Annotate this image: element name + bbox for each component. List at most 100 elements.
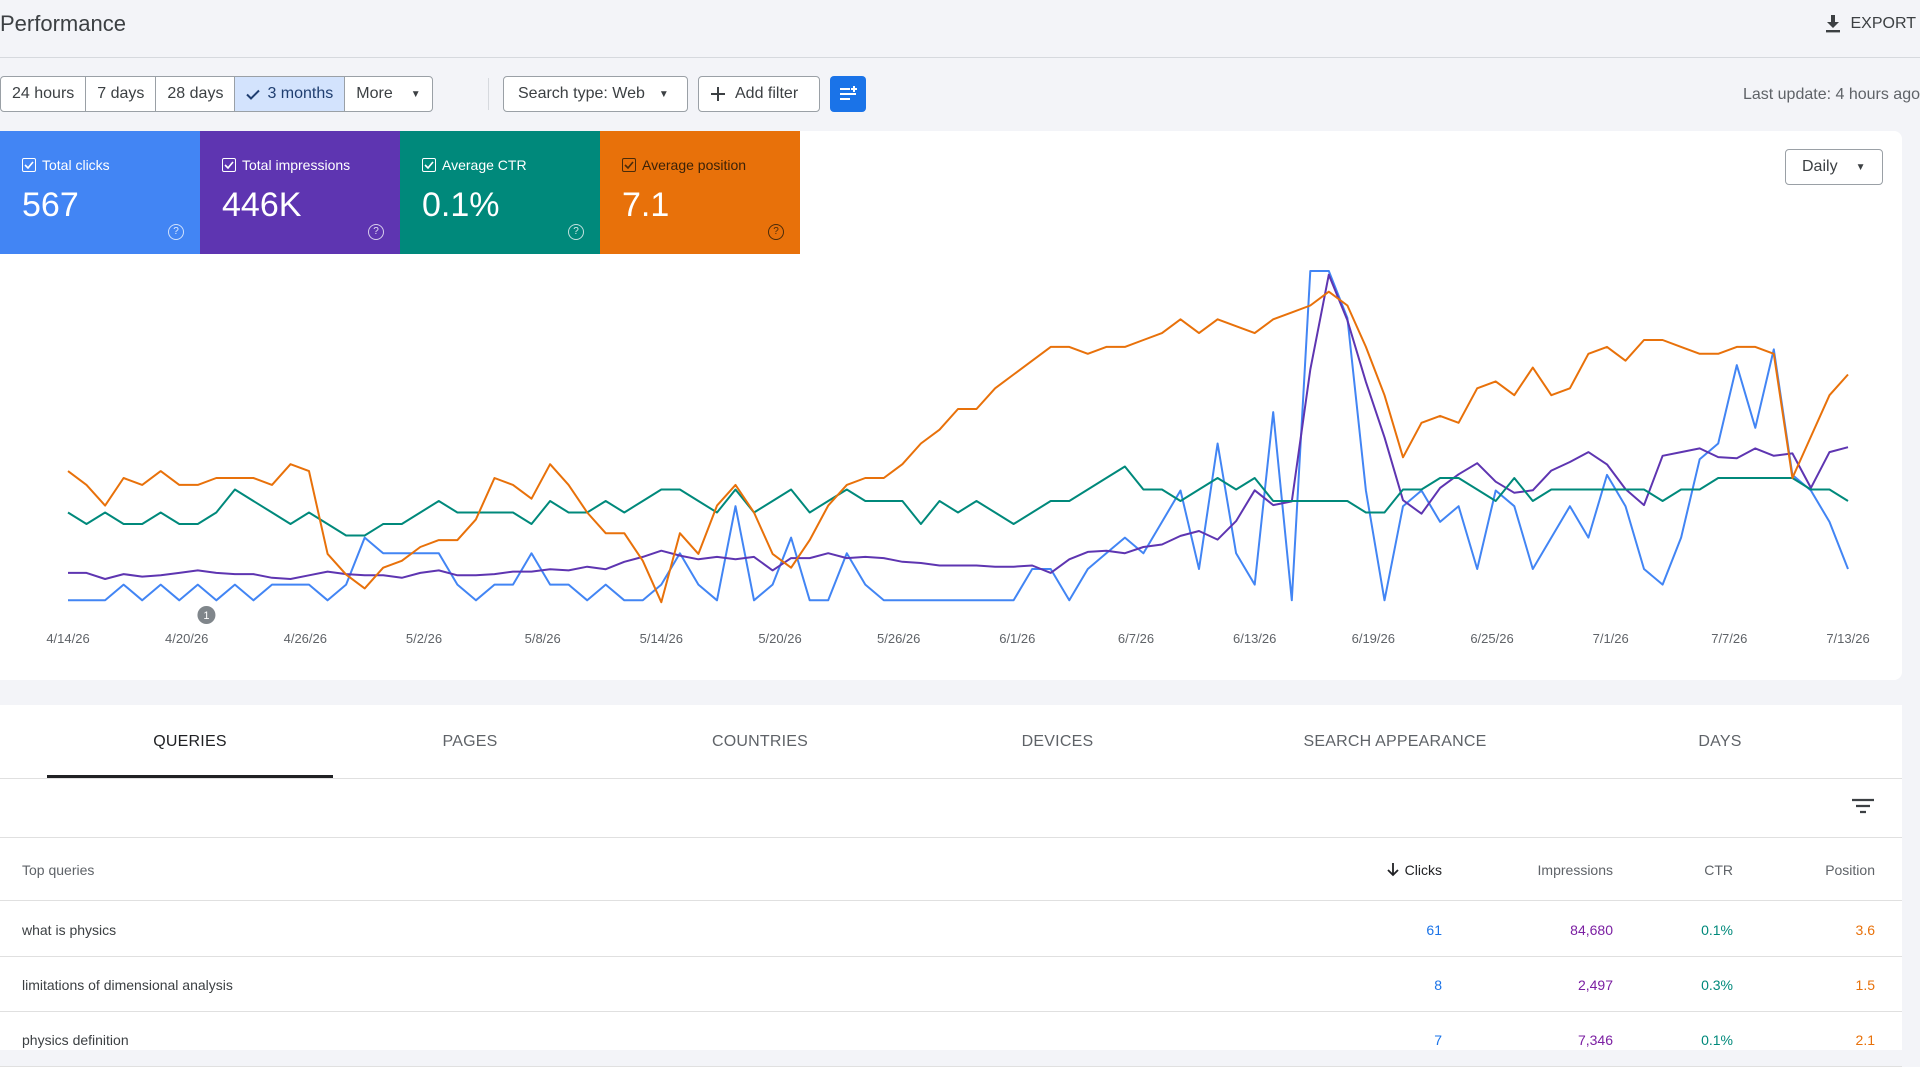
data-point[interactable] <box>398 557 406 565</box>
data-point[interactable] <box>1622 357 1630 365</box>
data-point[interactable] <box>769 497 777 505</box>
data-point[interactable] <box>1102 547 1110 555</box>
data-point[interactable] <box>1232 322 1240 330</box>
data-point[interactable] <box>509 568 517 576</box>
filter-icon[interactable] <box>1852 798 1874 814</box>
help-icon[interactable]: ? <box>368 224 384 240</box>
data-point[interactable] <box>1269 315 1277 323</box>
data-point[interactable] <box>1325 497 1333 505</box>
data-point[interactable] <box>1028 357 1036 365</box>
data-point[interactable] <box>917 520 925 528</box>
data-point[interactable] <box>880 474 888 482</box>
data-point[interactable] <box>1677 486 1685 494</box>
data-point[interactable] <box>1214 474 1222 482</box>
data-point[interactable] <box>175 520 183 528</box>
data-point[interactable] <box>1492 497 1500 505</box>
data-point[interactable] <box>750 596 758 604</box>
data-point[interactable] <box>101 575 109 583</box>
data-point[interactable] <box>1214 315 1222 323</box>
data-point[interactable] <box>379 564 387 572</box>
data-point[interactable] <box>361 584 369 592</box>
data-point[interactable] <box>1696 486 1704 494</box>
data-point[interactable] <box>528 495 536 503</box>
data-point[interactable] <box>1047 569 1055 577</box>
data-point[interactable] <box>64 596 72 604</box>
data-point[interactable] <box>1733 361 1741 369</box>
data-point[interactable] <box>1362 343 1370 351</box>
data-point[interactable] <box>101 596 109 604</box>
metric-total-clicks[interactable]: Total clicks 567 ? <box>0 131 200 254</box>
data-point[interactable] <box>991 596 999 604</box>
data-point[interactable] <box>954 596 962 604</box>
metric-total-impressions[interactable]: Total impressions 446K ? <box>200 131 400 254</box>
data-point[interactable] <box>917 440 925 448</box>
data-point[interactable] <box>138 481 146 489</box>
data-point[interactable] <box>194 581 202 589</box>
data-point[interactable] <box>1010 596 1018 604</box>
column-header-ctr[interactable]: CTR <box>1704 861 1733 878</box>
data-point[interactable] <box>1139 336 1147 344</box>
data-point[interactable] <box>1065 343 1073 351</box>
data-point[interactable] <box>231 570 239 578</box>
data-point[interactable] <box>528 520 536 528</box>
data-point[interactable] <box>824 502 832 510</box>
data-point[interactable] <box>249 570 257 578</box>
tab-queries[interactable]: QUERIES <box>153 733 227 750</box>
data-point[interactable] <box>1251 486 1259 494</box>
data-point[interactable] <box>1343 302 1351 310</box>
data-point[interactable] <box>416 543 424 551</box>
data-point[interactable] <box>861 497 869 505</box>
data-point[interactable] <box>1696 455 1704 463</box>
data-point[interactable] <box>769 566 777 574</box>
data-point[interactable] <box>324 596 332 604</box>
data-point[interactable] <box>806 536 814 544</box>
data-point[interactable] <box>509 509 517 517</box>
data-point[interactable] <box>583 509 591 517</box>
data-point[interactable] <box>1584 534 1592 542</box>
data-point[interactable] <box>1529 364 1537 372</box>
data-point[interactable] <box>620 596 628 604</box>
data-point[interactable] <box>1751 343 1759 351</box>
data-point[interactable] <box>1158 518 1166 526</box>
data-point[interactable] <box>1603 460 1611 468</box>
data-point[interactable] <box>1214 440 1222 448</box>
data-point[interactable] <box>1195 486 1203 494</box>
data-point[interactable] <box>1492 478 1500 486</box>
data-point[interactable] <box>1566 458 1574 466</box>
data-point[interactable] <box>1436 518 1444 526</box>
help-icon[interactable]: ? <box>768 224 784 240</box>
data-point[interactable] <box>1195 527 1203 535</box>
data-point[interactable] <box>973 596 981 604</box>
data-point[interactable] <box>1269 408 1277 416</box>
data-point[interactable] <box>194 520 202 528</box>
data-point[interactable] <box>1418 486 1426 494</box>
data-point[interactable] <box>1381 433 1389 441</box>
data-point[interactable] <box>1492 487 1500 495</box>
data-point[interactable] <box>324 520 332 528</box>
data-point[interactable] <box>1325 271 1333 279</box>
data-point[interactable] <box>546 581 554 589</box>
data-point[interactable] <box>175 596 183 604</box>
data-point[interactable] <box>1770 452 1778 460</box>
data-point[interactable] <box>1436 484 1444 492</box>
data-point[interactable] <box>1751 444 1759 452</box>
data-point[interactable] <box>1102 474 1110 482</box>
data-point[interactable] <box>83 596 91 604</box>
data-point[interactable] <box>898 596 906 604</box>
data-point[interactable] <box>1640 501 1648 509</box>
data-point[interactable] <box>305 509 313 517</box>
data-point[interactable] <box>861 553 869 561</box>
data-point[interactable] <box>268 574 276 582</box>
data-point[interactable] <box>361 571 369 579</box>
data-point[interactable] <box>1028 509 1036 517</box>
data-point[interactable] <box>120 474 128 482</box>
data-point[interactable] <box>1047 497 1055 505</box>
data-point[interactable] <box>1529 486 1537 494</box>
data-point[interactable] <box>1028 562 1036 570</box>
data-point[interactable] <box>1455 419 1463 427</box>
data-point[interactable] <box>1788 474 1796 482</box>
data-point[interactable] <box>769 550 777 558</box>
data-point[interactable] <box>1010 520 1018 528</box>
data-point[interactable] <box>991 384 999 392</box>
export-button[interactable]: EXPORT <box>1825 10 1916 38</box>
